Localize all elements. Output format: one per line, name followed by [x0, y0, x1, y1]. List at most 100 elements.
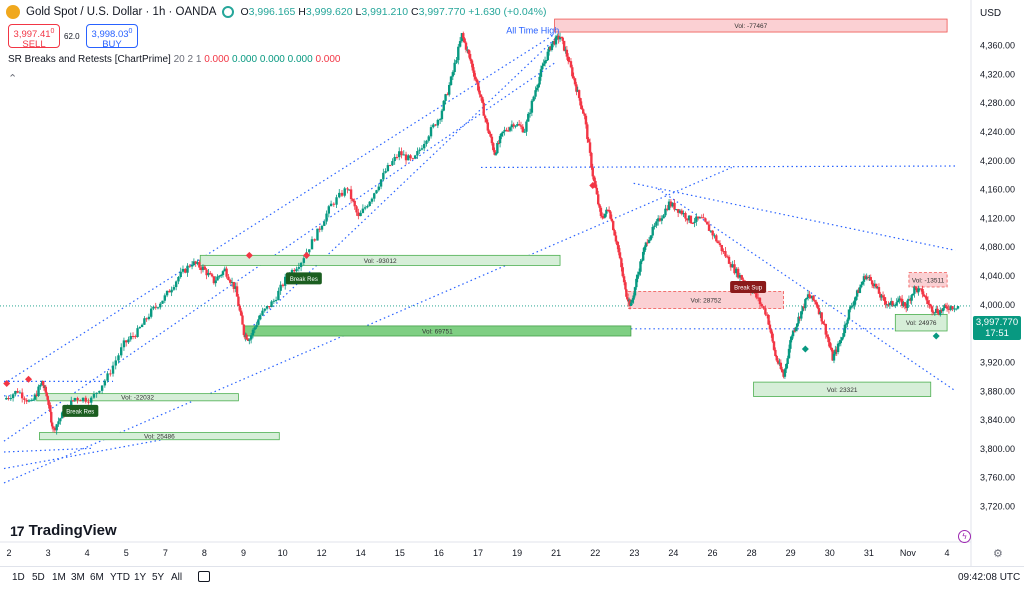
- volume-zone[interactable]: [199, 254, 561, 266]
- volume-zone[interactable]: [39, 432, 280, 441]
- gear-icon[interactable]: ⚙: [993, 548, 1003, 560]
- candle-body: [649, 235, 653, 240]
- tradingview-wordmark: TradingView: [28, 522, 117, 539]
- candle-body: [928, 303, 931, 305]
- symbol-title[interactable]: Gold Spot / U.S. Dollar · 1h · OANDA: [26, 6, 217, 18]
- trendline[interactable]: [3, 62, 555, 442]
- trendline[interactable]: [633, 182, 956, 251]
- candle-body: [100, 385, 104, 391]
- candle-body: [599, 207, 603, 216]
- volume-zone[interactable]: [753, 381, 932, 397]
- timeframe-3m[interactable]: 3M: [71, 572, 85, 583]
- candle-body: [876, 287, 879, 289]
- candle-body: [481, 97, 484, 103]
- trendline[interactable]: [480, 165, 956, 169]
- candle-body: [241, 315, 244, 325]
- candle-body: [695, 216, 698, 222]
- candle-body: [218, 275, 221, 277]
- candle-body: [530, 100, 534, 113]
- timeframe-5d[interactable]: 5D: [32, 572, 45, 583]
- candle-body: [216, 276, 219, 281]
- candle-body: [843, 324, 847, 334]
- break-badge[interactable]: [730, 281, 767, 294]
- timeframe-6m[interactable]: 6M: [90, 572, 104, 583]
- candle-body: [382, 172, 385, 180]
- candle-body: [98, 390, 101, 393]
- candle-body: [842, 333, 845, 338]
- candle-body: [636, 274, 639, 279]
- candle-body: [379, 179, 383, 187]
- ohlc-high-label: H: [298, 6, 306, 18]
- break-badge[interactable]: [62, 404, 99, 417]
- trendline[interactable]: [3, 447, 92, 453]
- retest-diamond-icon: [932, 332, 940, 340]
- candle-body: [656, 218, 660, 222]
- collapse-legend-icon[interactable]: ⌃: [8, 73, 18, 85]
- break-badge[interactable]: [285, 272, 322, 285]
- candle-body: [268, 306, 271, 308]
- candle-body: [588, 142, 592, 153]
- candle-body: [643, 246, 646, 252]
- candle-body: [449, 76, 453, 86]
- timeframe-all[interactable]: All: [171, 572, 183, 583]
- candle-body: [626, 296, 629, 300]
- candle-body: [537, 84, 540, 88]
- tradingview-logo[interactable]: 17 TradingView: [10, 522, 117, 539]
- candle-body: [616, 241, 619, 246]
- candle-body: [186, 265, 189, 273]
- calendar-icon[interactable]: [198, 571, 210, 582]
- candle-body: [941, 308, 945, 312]
- candle-body: [373, 193, 376, 199]
- candle-body: [771, 333, 774, 342]
- lightning-icon[interactable]: ϟ: [958, 530, 971, 543]
- indicator-name[interactable]: SR Breaks and Retests [ChartPrime]: [8, 54, 171, 65]
- candle-body: [494, 153, 498, 155]
- candle-body: [675, 209, 678, 211]
- candle-body: [239, 310, 243, 316]
- utc-clock[interactable]: 09:42:08 UTC: [958, 572, 1021, 583]
- timeframe-1y[interactable]: 1Y: [134, 572, 147, 583]
- candle-body: [351, 199, 355, 201]
- buy-button[interactable]: 3,998.030 BUY: [86, 24, 138, 50]
- candle-body: [934, 308, 938, 313]
- candle-body: [35, 394, 38, 396]
- timeframe-5y[interactable]: 5Y: [152, 572, 165, 583]
- volume-zone[interactable]: [908, 272, 948, 288]
- sell-button[interactable]: 3,997.410 SELL: [8, 24, 60, 50]
- candle-body: [921, 288, 924, 295]
- trendline[interactable]: [3, 166, 733, 484]
- x-tick-label: 30: [825, 548, 835, 558]
- indicator-legend[interactable]: SR Breaks and Retests [ChartPrime] 20 2 …: [8, 54, 341, 65]
- x-tick-label: 16: [434, 548, 444, 558]
- volume-zone[interactable]: [36, 393, 239, 402]
- candle-body: [478, 90, 481, 95]
- candle-body: [299, 262, 303, 268]
- trendline[interactable]: [243, 38, 556, 336]
- currency-label[interactable]: USD: [980, 8, 1002, 19]
- trendline[interactable]: [3, 33, 555, 385]
- candle-body: [327, 206, 331, 214]
- candle-body: [366, 205, 369, 208]
- volume-zone[interactable]: [554, 18, 948, 33]
- indicator-value: 0.000: [232, 54, 258, 65]
- x-tick-label: Nov: [900, 548, 917, 558]
- candle-body: [310, 239, 314, 250]
- trendline[interactable]: [3, 439, 163, 470]
- candle-body: [184, 268, 187, 273]
- candle-body: [733, 264, 736, 274]
- volume-zone[interactable]: [894, 313, 948, 332]
- candle-body: [471, 63, 475, 71]
- indicator-value: 0.000: [287, 54, 313, 65]
- candle-body: [498, 136, 502, 144]
- candle-body: [877, 287, 881, 294]
- candle-body: [639, 261, 642, 272]
- timeframe-1m[interactable]: 1M: [52, 572, 66, 583]
- timeframe-ytd[interactable]: YTD: [110, 572, 130, 583]
- candle-body: [207, 272, 210, 276]
- candle-body: [866, 276, 870, 278]
- timeframe-1d[interactable]: 1D: [12, 572, 25, 583]
- indicator-value: 0.000: [315, 54, 341, 65]
- candle-body: [702, 217, 705, 219]
